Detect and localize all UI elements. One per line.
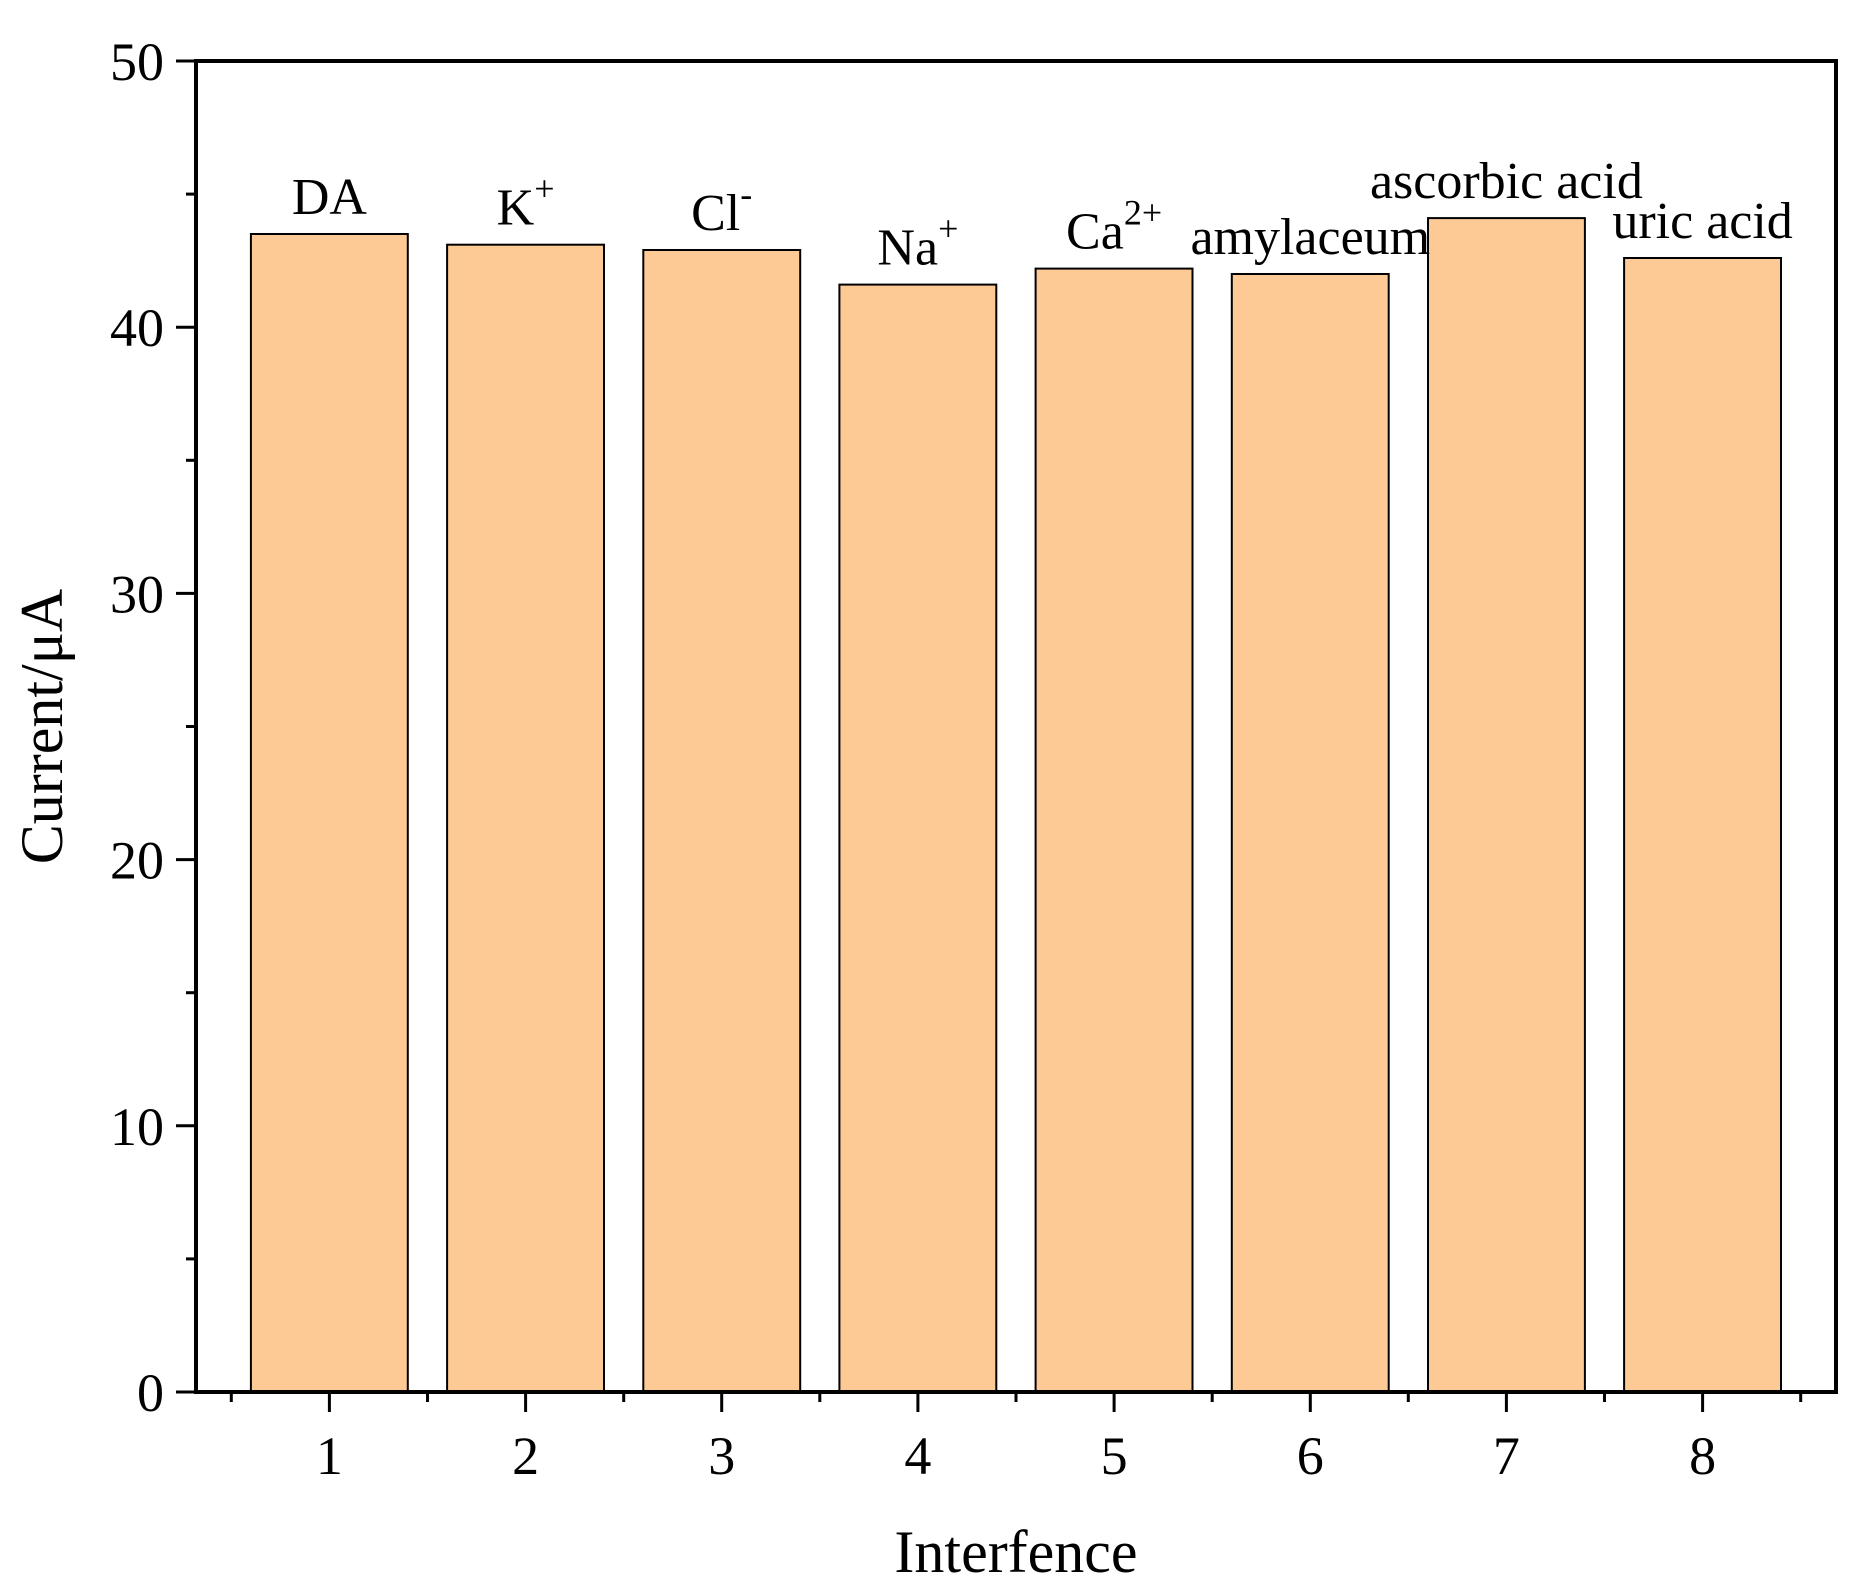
bar-label-3: Cl- <box>691 174 752 242</box>
bar-label-4: Na+ <box>877 209 958 277</box>
x-tick-label-2: 2 <box>512 1426 539 1486</box>
bar-4 <box>838 283 998 1394</box>
y-tick-label-50: 50 <box>110 32 164 92</box>
bar-label-8: uric acid <box>1612 193 1792 250</box>
bar-label-2: K+ <box>497 169 555 237</box>
x-tick-label-1: 1 <box>316 1426 343 1486</box>
y-tick-label-10: 10 <box>110 1097 164 1157</box>
bar-label-6: amylaceum <box>1190 209 1430 266</box>
bar-1 <box>249 233 409 1393</box>
x-tick-label-5: 5 <box>1101 1426 1128 1486</box>
bar-7 <box>1427 217 1586 1394</box>
x-tick-label-3: 3 <box>708 1426 735 1486</box>
ticks-layer: 0 10 20 30 40 50 1 2 3 4 5 6 7 8 <box>110 32 1803 1486</box>
bar-2 <box>446 243 605 1394</box>
bar-label-7: ascorbic acid <box>1370 153 1643 210</box>
y-tick-label-20: 20 <box>110 831 164 891</box>
bar-label-1: DA <box>292 169 368 226</box>
bar-6 <box>1230 273 1390 1393</box>
x-tick-label-4: 4 <box>904 1426 931 1486</box>
bar-5 <box>1034 267 1194 1394</box>
x-tick-label-7: 7 <box>1493 1426 1520 1486</box>
bar-label-5: Ca2+ <box>1066 193 1162 261</box>
bars-layer <box>249 217 1782 1394</box>
y-tick-label-0: 0 <box>137 1363 164 1423</box>
bar-8 <box>1623 257 1782 1393</box>
x-tick-label-8: 8 <box>1689 1426 1716 1486</box>
x-tick-label-6: 6 <box>1297 1426 1324 1486</box>
y-tick-label-30: 30 <box>110 564 164 624</box>
bar-3 <box>642 249 802 1393</box>
y-tick-label-40: 40 <box>110 298 164 358</box>
y-axis-title: Current/μA <box>9 589 75 864</box>
x-axis-title: Interfence <box>894 1519 1137 1585</box>
